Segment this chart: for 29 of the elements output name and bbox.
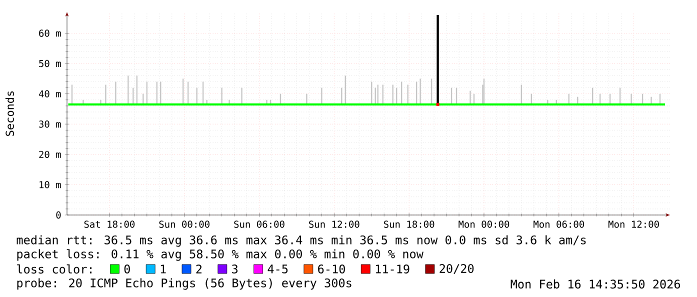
y-tick-label: 60 m (39, 30, 61, 37)
y-tick-label: 50 m (39, 60, 61, 68)
x-tick-label: Sun 18:00 (384, 220, 434, 228)
legend-label: 1 (160, 264, 166, 274)
y-tick-label: 20 m (39, 150, 61, 158)
legend-label: 6-10 (318, 264, 345, 274)
x-tick-label: Sat 18:00 (84, 220, 135, 228)
y-tick-label: 40 m (38, 90, 61, 98)
legend-title: loss color: (17, 264, 92, 274)
legend-label: 20/20 (440, 264, 474, 274)
legend-label: 2 (196, 264, 202, 274)
y-tick-label: 30 m (39, 120, 61, 128)
x-tick-label: Sun 00:00 (159, 220, 210, 228)
text: median rtt: 36.5 ms avg 36.6 ms max 36.4 ms min 36.5 ms now 0.0 ms sd 3.6 k am/s (16, 235, 586, 247)
text: Mon Feb 16 14:35:50 2026 (510, 279, 680, 289)
legend-label: 11-19 (376, 264, 410, 274)
y-axis-title: Seconds (5, 91, 14, 136)
legend-label: 0 (124, 264, 130, 274)
legend-label: 3 (232, 264, 238, 274)
x-tick-label: Sun 12:00 (309, 220, 360, 228)
x-tick-label: Mon 00:00 (458, 220, 510, 228)
x-tick-label: Sun 06:00 (234, 220, 284, 228)
text: probe: 20 ICMP Echo Pings (56 Bytes) every 300s (17, 278, 352, 290)
legend-label: 4-5 (268, 264, 288, 274)
x-tick-label: Mon 12:00 (608, 220, 659, 228)
y-tick-label: 0 (56, 211, 61, 219)
y-tick-label: 10 m (40, 181, 61, 188)
x-tick-label: Mon 06:00 (534, 220, 584, 228)
text: packet loss: 0.11 % avg 58.50 % max 0.00 % min 0.00 % now (17, 249, 424, 261)
